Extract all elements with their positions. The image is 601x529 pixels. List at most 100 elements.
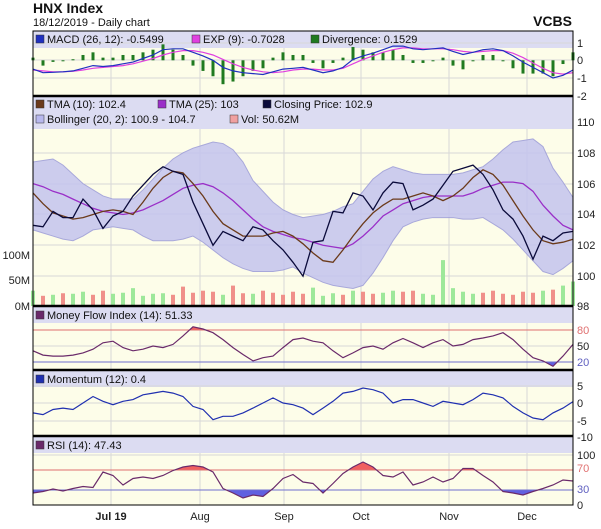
divergence-bar xyxy=(421,60,425,63)
divergence-bar xyxy=(441,57,445,61)
x-tick-label: Dec xyxy=(517,511,537,523)
divergence-bar xyxy=(291,54,295,61)
volume-bar xyxy=(131,288,135,306)
y-tick: 5 xyxy=(577,381,583,393)
divergence-bar xyxy=(201,60,205,71)
brand-label: VCBS xyxy=(533,13,572,29)
divergence-bar xyxy=(271,57,275,61)
divergence-bar xyxy=(381,52,385,61)
macd-legend: MACD (26, 12): -0.5499 EXP (9): -0.7028 … xyxy=(35,34,417,46)
volume-bar xyxy=(521,291,525,306)
tma25-legend-label: TMA (25): 103 xyxy=(169,99,239,111)
divergence-bar xyxy=(391,49,395,61)
divergence-bar xyxy=(491,54,495,61)
volume-bar xyxy=(71,293,75,306)
volume-bar xyxy=(551,289,555,306)
volume-bar xyxy=(441,260,445,306)
vol-tick: 100M xyxy=(2,250,30,262)
volume-bar xyxy=(411,290,415,306)
volume-bar xyxy=(391,290,395,306)
volume-bar xyxy=(301,293,305,306)
divergence-bar xyxy=(41,60,45,66)
volume-bar xyxy=(81,291,85,306)
tma10-legend-label: TMA (10): 102.4 xyxy=(47,99,126,111)
x-tick-label: Aug xyxy=(190,511,210,523)
divergence-bar xyxy=(541,60,545,74)
price-legend: TMA (10): 102.4 TMA (25): 103 Closing Pr… xyxy=(35,99,372,126)
y-tick: 98 xyxy=(577,301,589,313)
y-tick: 0 xyxy=(577,500,583,512)
rsi-oversold-area xyxy=(33,490,573,498)
vol-tick: 0M xyxy=(15,301,30,313)
bollinger-swatch xyxy=(35,114,45,124)
volume-bar xyxy=(251,293,255,306)
volume-bar xyxy=(481,292,485,306)
exp-legend-label: EXP (9): -0.7028 xyxy=(203,34,285,46)
close-swatch xyxy=(262,99,272,109)
divergence-bar xyxy=(301,54,305,61)
momentum-swatch xyxy=(35,374,45,384)
volume-bar xyxy=(311,287,315,306)
volume-bar xyxy=(471,293,475,306)
volume-bar xyxy=(321,295,325,306)
divergence-bar xyxy=(221,60,225,85)
mfi-y-ticks: 80 50 20 xyxy=(577,325,589,369)
volume-bar xyxy=(261,290,265,306)
y-tick: -1 xyxy=(577,73,587,85)
mfi-swatch xyxy=(35,310,45,320)
volume-bar xyxy=(241,293,245,306)
momentum-line xyxy=(32,387,574,421)
divergence-bar xyxy=(461,60,465,70)
mfi-line xyxy=(32,326,574,368)
tma25-line xyxy=(32,181,574,250)
divergence-legend-label: Divergence: 0.1529 xyxy=(322,34,417,46)
rsi-y-ticks: 100 70 30 0 xyxy=(577,450,595,512)
divergence-bar xyxy=(451,60,455,66)
y-tick: -2 xyxy=(577,91,587,103)
volume-bar xyxy=(231,285,235,306)
volume-bar xyxy=(161,293,165,306)
rsi-swatch xyxy=(35,440,45,450)
divergence-bar xyxy=(191,60,195,66)
divergence-bar xyxy=(251,60,255,71)
divergence-bar xyxy=(331,60,335,63)
divergence-bar xyxy=(121,54,125,61)
volume-bar xyxy=(331,293,335,306)
divergence-bar xyxy=(401,54,405,61)
volume-bar xyxy=(211,291,215,306)
momentum-legend-strip xyxy=(33,370,573,387)
close-legend-label: Closing Price: 102.9 xyxy=(274,99,372,111)
volume-bar xyxy=(371,293,375,306)
bollinger-legend-label: Bollinger (20, 2): 100.9 - 104.7 xyxy=(47,114,196,126)
y-tick: 100 xyxy=(577,271,595,283)
y-tick: 0 xyxy=(577,55,583,67)
divergence-bar xyxy=(471,60,475,62)
chart-frame xyxy=(32,30,574,506)
divergence-bar xyxy=(181,54,185,61)
divergence-bar xyxy=(141,52,145,61)
panels xyxy=(31,30,575,506)
divergence-bar xyxy=(91,52,95,61)
volume-bar xyxy=(221,294,225,306)
volume-bar xyxy=(501,293,505,306)
volume-bar xyxy=(541,290,545,306)
closing-price-line xyxy=(32,164,574,278)
volume-bar xyxy=(181,286,185,306)
volume-bar xyxy=(431,294,435,306)
volume-bar xyxy=(361,291,365,306)
volume-bar xyxy=(91,294,95,306)
volume-bar xyxy=(171,294,175,306)
vol-swatch xyxy=(229,114,239,124)
x-tick-label: Jul 19 xyxy=(95,511,126,523)
volume-bar xyxy=(281,294,285,306)
rsi-legend: RSI (14): 47.43 xyxy=(35,440,122,452)
chart-subtitle: 18/12/2019 - Daily chart xyxy=(33,17,150,29)
mfi-legend: Money Flow Index (14): 51.33 xyxy=(35,310,193,322)
price-y-ticks: 110 108 106 104 102 100 98 100M 50M 0M xyxy=(2,117,595,313)
divergence-bar xyxy=(321,60,325,69)
volume-bar xyxy=(41,295,45,306)
y-tick: 70 xyxy=(577,463,589,475)
divergence-bar xyxy=(551,60,555,77)
volume-bar xyxy=(101,290,105,306)
x-tick-label: Nov xyxy=(439,511,459,523)
